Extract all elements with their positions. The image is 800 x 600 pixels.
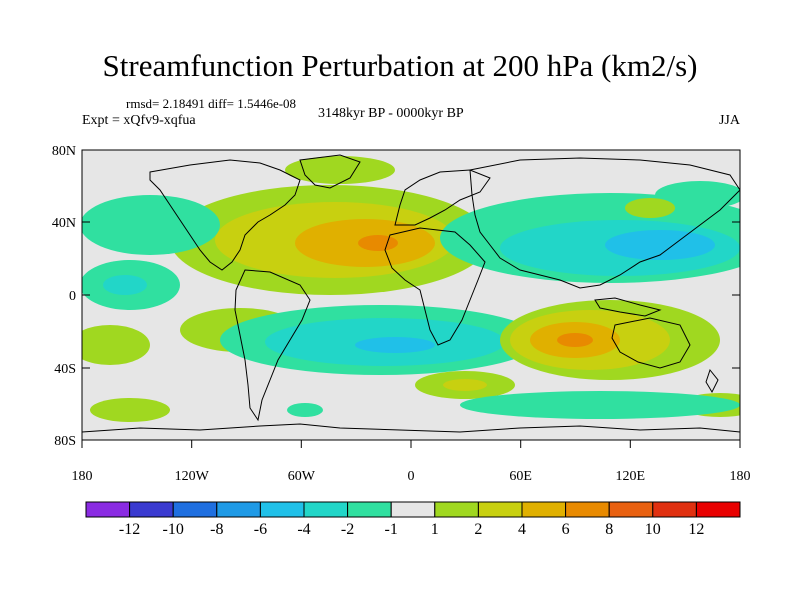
field-positive-natl-core [358, 235, 398, 251]
colorbar-label: -1 [385, 521, 398, 538]
coast-south-america [234, 269, 311, 422]
coast-antarctica [82, 423, 740, 433]
colorbar-swatch [565, 501, 610, 518]
lat-label: 40S [54, 362, 76, 377]
field-pos-sam [82, 325, 150, 365]
colorbar: -12 -10 -8 -6 -4 -2 -1 1 2 4 6 8 10 12 [85, 501, 741, 538]
lon-label: 120W [175, 469, 210, 484]
lat-label: 40N [52, 216, 76, 231]
coast-indonesia [594, 297, 662, 317]
lat-label: 80N [52, 144, 76, 159]
colorbar-label: 10 [645, 521, 661, 538]
colorbar-swatch [608, 501, 654, 518]
colorbar-label: 2 [474, 521, 482, 538]
colorbar-label: -12 [119, 521, 140, 538]
colorbar-label: -8 [210, 521, 223, 538]
coast-north-america [149, 159, 301, 271]
colorbar-label: 12 [688, 521, 704, 538]
coast-new-zealand [705, 368, 719, 394]
colorbar-label: 4 [518, 521, 526, 538]
lat-label: 0 [69, 289, 76, 304]
coast-greenland [299, 154, 361, 189]
field-neg-satl-inner [355, 337, 435, 353]
coast-asia [469, 157, 740, 289]
colorbar-label: 6 [562, 521, 570, 538]
lon-label: 60E [509, 469, 532, 484]
colorbar-swatch [347, 501, 392, 518]
field-pos-arctic [285, 156, 395, 184]
colorbar-swatch [85, 501, 131, 518]
coast-australia [611, 317, 691, 369]
field-pos-npac-north [625, 198, 675, 218]
lon-label: 0 [408, 469, 415, 484]
period-label: 3148kyr BP - 0000kyr BP [318, 106, 464, 121]
lat-ticks [82, 149, 740, 441]
figure-title: Streamfunction Perturbation at 200 hPa (… [102, 48, 698, 83]
field-negative-npac [82, 195, 220, 255]
colorbar-swatch [259, 501, 305, 518]
field-negative-epac-inner [103, 275, 147, 295]
lat-label: 80S [54, 434, 76, 449]
coast-africa [384, 227, 486, 346]
field-neg-sam-south [287, 403, 323, 417]
colorbar-label: -6 [254, 521, 267, 538]
contour-fields [82, 156, 740, 422]
lon-label: 120E [616, 469, 646, 484]
lon-label: 180 [730, 469, 751, 484]
field-neg-arctic [655, 181, 740, 209]
colorbar-swatch [172, 501, 218, 518]
season-label: JJA [718, 113, 740, 128]
colorbar-swatch [303, 501, 349, 518]
lat-labels: 80N 40N 0 40S 80S [52, 144, 76, 449]
colorbar-label: 1 [431, 521, 439, 538]
colorbar-swatch [434, 501, 479, 518]
colorbar-label: -10 [163, 521, 184, 538]
colorbar-label: 8 [605, 521, 613, 538]
lon-ticks [81, 440, 741, 448]
lon-label: 180 [72, 469, 93, 484]
colorbar-swatch [129, 501, 174, 518]
lon-labels: 180 120W 60W 0 60E 120E 180 [72, 469, 751, 484]
coast-europe [394, 169, 491, 226]
colorbar-swatch [652, 501, 697, 518]
field-pos-aus-core [557, 333, 593, 347]
colorbar-swatch [477, 501, 523, 518]
colorbar-swatch [390, 501, 436, 518]
lon-label: 60W [288, 469, 316, 484]
coastlines [82, 154, 740, 433]
field-pos-spac-south [90, 398, 170, 422]
field-negative-asia-inner [605, 230, 715, 260]
colorbar-label: -4 [297, 521, 310, 538]
field-neg-southern [460, 391, 740, 419]
experiment-label: Expt = xQfv9-xqfua [82, 113, 196, 128]
stats-text: rmsd= 2.18491 diff= 1.5446e-08 [126, 96, 297, 111]
colorbar-swatch [695, 501, 741, 518]
colorbar-swatch [521, 501, 567, 518]
colorbar-swatch [216, 501, 261, 518]
colorbar-label: -2 [341, 521, 354, 538]
field-pos-satl-south-inner [443, 379, 487, 391]
